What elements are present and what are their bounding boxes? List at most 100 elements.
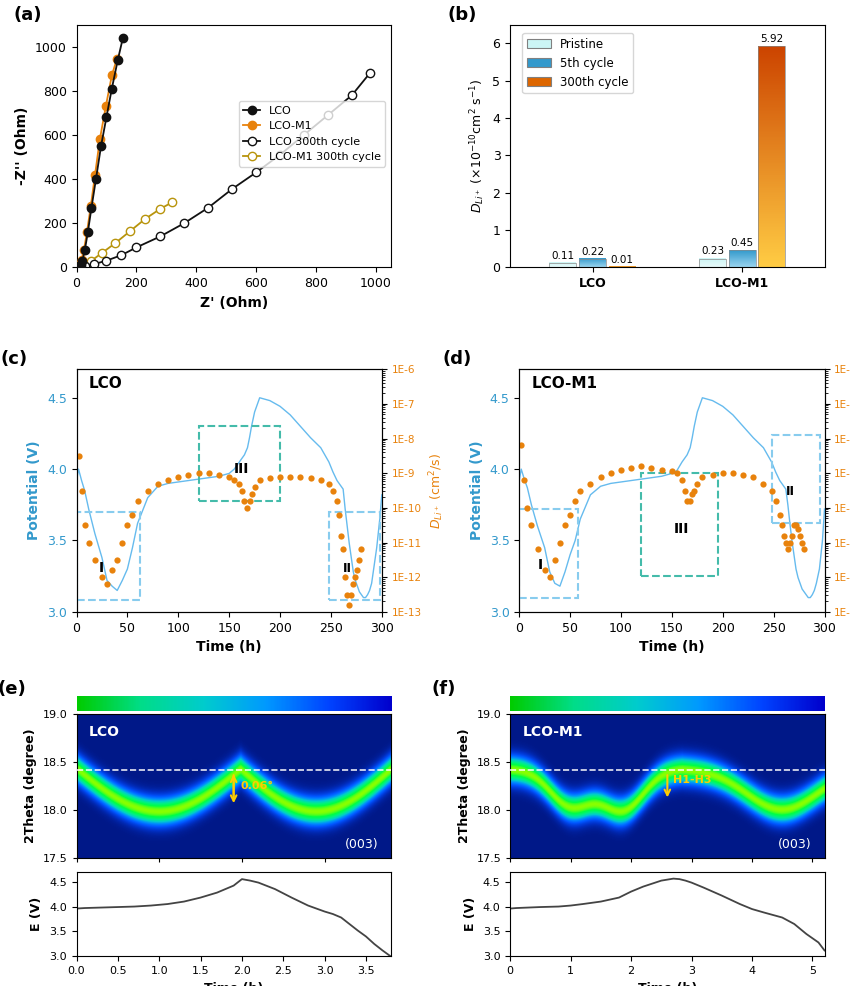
LCO 300th cycle bbox=[251, 167, 261, 178]
Bar bbox=[579, 259, 606, 267]
X-axis label: Time (h): Time (h) bbox=[639, 640, 705, 654]
LCO 300th cycle bbox=[299, 129, 309, 141]
LCO-M1 bbox=[82, 226, 92, 238]
LCO 300th cycle bbox=[203, 202, 213, 214]
Bar bbox=[199, 426, 280, 501]
Text: I: I bbox=[537, 558, 542, 572]
LCO bbox=[96, 140, 106, 152]
LCO 300th cycle bbox=[179, 217, 190, 229]
Bar bbox=[519, 509, 578, 598]
Text: (b): (b) bbox=[447, 6, 477, 24]
Y-axis label: Potential (V): Potential (V) bbox=[27, 441, 42, 540]
Bar bbox=[329, 512, 380, 600]
LCO-M1 300th cycle bbox=[125, 225, 135, 237]
LCO-M1 bbox=[86, 199, 96, 211]
Text: LCO-M1: LCO-M1 bbox=[523, 726, 583, 740]
LCO bbox=[75, 260, 85, 272]
Bar bbox=[758, 46, 785, 267]
LCO-M1 bbox=[79, 244, 89, 255]
Text: III: III bbox=[235, 462, 250, 476]
Text: 0.01: 0.01 bbox=[610, 254, 633, 264]
LCO-M1 300th cycle bbox=[167, 196, 178, 208]
LCO bbox=[76, 258, 86, 270]
Text: II: II bbox=[786, 485, 795, 498]
LCO bbox=[80, 244, 90, 255]
Y-axis label: 2Theta (degree): 2Theta (degree) bbox=[24, 729, 37, 843]
LCO-M1 300th cycle bbox=[79, 259, 89, 271]
Line: LCO-M1: LCO-M1 bbox=[74, 54, 121, 271]
Bar bbox=[728, 250, 756, 267]
LCO bbox=[87, 202, 97, 214]
LCO 300th cycle bbox=[156, 231, 166, 243]
LCO 300th cycle bbox=[116, 249, 127, 261]
LCO-M1 bbox=[73, 261, 83, 273]
LCO 300th cycle bbox=[365, 67, 375, 79]
Y-axis label: -Z'' (Ohm): -Z'' (Ohm) bbox=[15, 106, 30, 185]
Text: (a): (a) bbox=[14, 6, 42, 24]
Text: (003): (003) bbox=[344, 838, 378, 851]
LCO 300th cycle bbox=[81, 260, 91, 272]
LCO-M1 bbox=[74, 260, 84, 272]
LCO-M1 300th cycle bbox=[156, 203, 166, 215]
Text: H1-H3: H1-H3 bbox=[673, 775, 712, 785]
LCO-M1 300th cycle bbox=[110, 237, 121, 248]
Legend: LCO, LCO-M1, LCO 300th cycle, LCO-M1 300th cycle: LCO, LCO-M1, LCO 300th cycle, LCO-M1 300… bbox=[239, 101, 385, 167]
Bar bbox=[549, 263, 576, 267]
Text: (e): (e) bbox=[0, 679, 26, 697]
LCO-M1 bbox=[107, 69, 117, 81]
LCO-M1 300th cycle bbox=[75, 261, 85, 273]
Line: LCO: LCO bbox=[74, 34, 127, 271]
LCO-M1 bbox=[112, 53, 122, 65]
Text: LCO: LCO bbox=[88, 377, 122, 391]
LCO 300th cycle bbox=[101, 254, 111, 266]
LCO bbox=[101, 111, 111, 123]
Bar bbox=[772, 435, 820, 524]
Line: LCO 300th cycle: LCO 300th cycle bbox=[76, 69, 374, 271]
LCO 300th cycle bbox=[323, 109, 333, 121]
LCO 300th cycle bbox=[275, 149, 285, 161]
Text: I: I bbox=[99, 561, 104, 575]
LCO bbox=[82, 226, 93, 238]
Text: (f): (f) bbox=[432, 679, 456, 697]
Text: 0.11: 0.11 bbox=[552, 251, 575, 261]
Text: (c): (c) bbox=[0, 350, 27, 369]
LCO 300th cycle bbox=[89, 258, 99, 270]
LCO-M1 300th cycle bbox=[87, 254, 97, 266]
X-axis label: Time (h): Time (h) bbox=[196, 640, 262, 654]
Legend: Pristine, 5th cycle, 300th cycle: Pristine, 5th cycle, 300th cycle bbox=[523, 33, 633, 94]
Bar bbox=[699, 258, 726, 267]
Y-axis label: $D_{Li^+}$ ($\times10^{-10}$cm$^2$ s$^{-1}$): $D_{Li^+}$ ($\times10^{-10}$cm$^2$ s$^{-… bbox=[468, 79, 487, 213]
LCO 300th cycle bbox=[131, 242, 141, 253]
LCO-M1 300th cycle bbox=[97, 247, 107, 259]
LCO bbox=[77, 254, 88, 266]
LCO-M1 bbox=[90, 169, 100, 180]
LCO-M1 bbox=[76, 253, 87, 265]
LCO bbox=[73, 261, 83, 273]
X-axis label: Z' (Ohm): Z' (Ohm) bbox=[200, 296, 268, 310]
Text: (d): (d) bbox=[443, 350, 472, 369]
Text: LCO-M1: LCO-M1 bbox=[531, 377, 598, 391]
LCO bbox=[118, 32, 128, 43]
Y-axis label: 2Theta (degree): 2Theta (degree) bbox=[458, 729, 471, 843]
LCO-M1 bbox=[94, 133, 105, 145]
Text: II: II bbox=[343, 562, 352, 575]
LCO-M1 bbox=[75, 258, 85, 270]
Text: (003): (003) bbox=[779, 838, 812, 851]
LCO-M1 300th cycle bbox=[140, 213, 150, 225]
Y-axis label: E (V): E (V) bbox=[464, 897, 477, 931]
Text: 0.23: 0.23 bbox=[701, 246, 724, 256]
Text: III: III bbox=[674, 523, 689, 536]
Y-axis label: Potential (V): Potential (V) bbox=[470, 441, 484, 540]
LCO bbox=[113, 54, 123, 66]
Text: 5.92: 5.92 bbox=[760, 35, 784, 44]
Text: 0.22: 0.22 bbox=[581, 246, 604, 256]
LCO bbox=[91, 174, 101, 185]
LCO-M1 bbox=[101, 101, 111, 112]
Text: 0.06°: 0.06° bbox=[241, 781, 273, 791]
Bar bbox=[641, 473, 717, 576]
LCO bbox=[107, 83, 117, 95]
LCO 300th cycle bbox=[227, 183, 237, 195]
Text: LCO: LCO bbox=[89, 726, 120, 740]
Bar bbox=[76, 512, 139, 600]
Y-axis label: E (V): E (V) bbox=[31, 897, 43, 931]
